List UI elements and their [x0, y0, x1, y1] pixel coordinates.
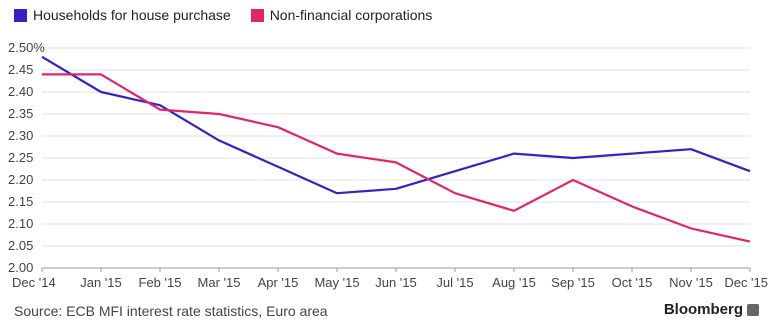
- legend-item-corporations: Non-financial corporations: [250, 7, 433, 23]
- x-tick-label: Feb '15: [139, 275, 182, 290]
- x-tick-label: Apr '15: [258, 275, 299, 290]
- x-tick-label: Jan '15: [80, 275, 122, 290]
- series-line-corporations: [42, 73, 751, 243]
- legend-label-corporations: Non-financial corporations: [269, 7, 433, 23]
- y-tick-label: 2.50%: [8, 40, 45, 55]
- y-tick-label: 2.00: [8, 260, 33, 275]
- x-tick-label: Dec '15: [724, 275, 768, 290]
- x-tick-label: May '15: [314, 275, 359, 290]
- brand-badge-icon: [747, 303, 759, 316]
- x-tick-label: Sep '15: [551, 275, 595, 290]
- y-tick-label: 2.45: [8, 62, 33, 77]
- brand-name: Bloomberg: [663, 301, 743, 318]
- y-tick-label: 2.15: [8, 194, 33, 209]
- y-tick-label: 2.30: [8, 128, 33, 143]
- x-tick-label: Dec '14: [12, 275, 56, 290]
- legend-item-households: Households for house purchase: [14, 7, 231, 23]
- x-tick-label: Jul '15: [436, 275, 473, 290]
- y-tick-label: 2.25: [8, 150, 33, 165]
- y-tick-label: 2.10: [8, 216, 33, 231]
- x-tick-label: Oct '15: [612, 275, 653, 290]
- x-tick-label: Mar '15: [198, 275, 241, 290]
- legend-swatch-corporations: [250, 8, 264, 22]
- source-note: Source: ECB MFI interest rate statistics…: [14, 303, 328, 319]
- y-tick-label: 2.40: [8, 84, 33, 99]
- legend-swatch-households: [14, 8, 27, 22]
- y-tick-label: 2.35: [8, 106, 33, 121]
- legend: Households for house purchase Non-financ…: [14, 4, 452, 26]
- y-tick-label: 2.05: [8, 238, 33, 253]
- series-line-households: [41, 55, 751, 195]
- x-tick-label: Aug '15: [492, 275, 536, 290]
- x-tick-label: Nov '15: [669, 275, 713, 290]
- brand-logo: Bloomberg: [664, 301, 759, 318]
- x-tick-label: Jun '15: [375, 275, 417, 290]
- y-tick-label: 2.20: [8, 172, 33, 187]
- legend-label-households: Households for house purchase: [33, 7, 231, 23]
